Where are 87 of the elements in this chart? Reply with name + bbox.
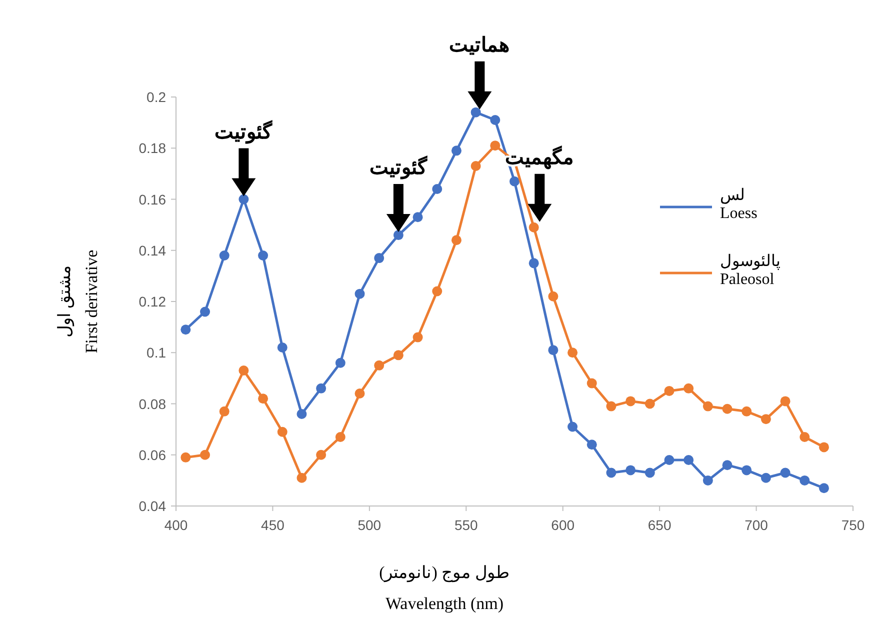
point: [451, 146, 462, 156]
point: [200, 306, 210, 317]
y-tick-label: 0.18: [138, 140, 166, 156]
point: [393, 350, 404, 360]
point: [626, 396, 636, 406]
y-tick-label: 0.14: [138, 242, 166, 258]
point: [760, 472, 771, 483]
point: [412, 212, 423, 222]
point: [335, 432, 346, 442]
point: [470, 161, 481, 172]
point: [586, 378, 597, 388]
point: [432, 184, 442, 194]
point: [374, 360, 384, 370]
point: [490, 115, 500, 126]
point: [316, 383, 326, 394]
point: [644, 468, 655, 478]
point: [451, 235, 462, 246]
y-tick-label: 0.1: [146, 344, 166, 361]
point: [258, 250, 268, 260]
point: [742, 406, 752, 416]
point: [528, 258, 539, 268]
point: [664, 454, 674, 465]
point: [296, 472, 307, 483]
point: [586, 440, 597, 450]
y-tick-label: 0.2: [146, 89, 166, 105]
point: [490, 140, 500, 151]
annotation: گئوتیت: [369, 155, 428, 180]
y-tick-label: 0.08: [138, 396, 166, 412]
point: [606, 401, 616, 412]
point: [780, 396, 790, 406]
point: [606, 468, 616, 478]
point: [354, 288, 365, 299]
point: [626, 465, 636, 476]
point: [664, 386, 674, 396]
point: [180, 324, 191, 335]
point: [354, 388, 365, 399]
point: [548, 291, 558, 302]
point: [684, 454, 694, 465]
x-tick-label: 750: [841, 517, 865, 533]
point: [432, 286, 442, 296]
point: [470, 107, 481, 118]
x-tick-label: 600: [551, 517, 575, 533]
point: [528, 222, 539, 232]
point: [742, 465, 752, 476]
x-tick-label: 400: [164, 517, 188, 533]
point: [200, 450, 210, 460]
point: [180, 452, 191, 462]
point: [548, 345, 558, 356]
point: [335, 358, 346, 368]
y-tick-label: 0.12: [138, 294, 166, 310]
annotation: هماتیت: [449, 34, 510, 56]
point: [219, 406, 230, 416]
point: [800, 432, 810, 442]
point: [316, 450, 326, 460]
point: [644, 398, 655, 409]
y-tick-label: 0.16: [138, 191, 166, 208]
point: [684, 383, 694, 394]
x-tick-label: 500: [358, 517, 382, 533]
point: [568, 422, 578, 432]
x-tick-label: 700: [744, 517, 768, 533]
point: [800, 475, 810, 486]
point: [277, 426, 288, 437]
x-tick-label: 450: [261, 517, 285, 533]
point: [219, 250, 230, 260]
y-tick-label: 0.06: [138, 446, 166, 463]
y-tick-label: 0.04: [138, 498, 166, 514]
point: [818, 442, 829, 452]
point: [760, 414, 771, 424]
point: [238, 366, 249, 376]
point: [296, 408, 307, 419]
point: [258, 394, 268, 404]
point: [568, 348, 578, 358]
x-tick-label: 550: [454, 517, 478, 533]
point: [702, 401, 713, 412]
annotation: گئوتیت: [214, 119, 273, 144]
point: [510, 176, 520, 186]
point: [277, 342, 288, 353]
point: [374, 253, 384, 264]
point: [780, 468, 790, 478]
point: [722, 460, 732, 470]
point: [818, 483, 829, 494]
point: [412, 332, 423, 342]
point: [393, 230, 404, 240]
point: [238, 194, 249, 204]
point: [722, 404, 732, 414]
point: [702, 475, 713, 486]
x-tick-label: 650: [648, 517, 672, 533]
